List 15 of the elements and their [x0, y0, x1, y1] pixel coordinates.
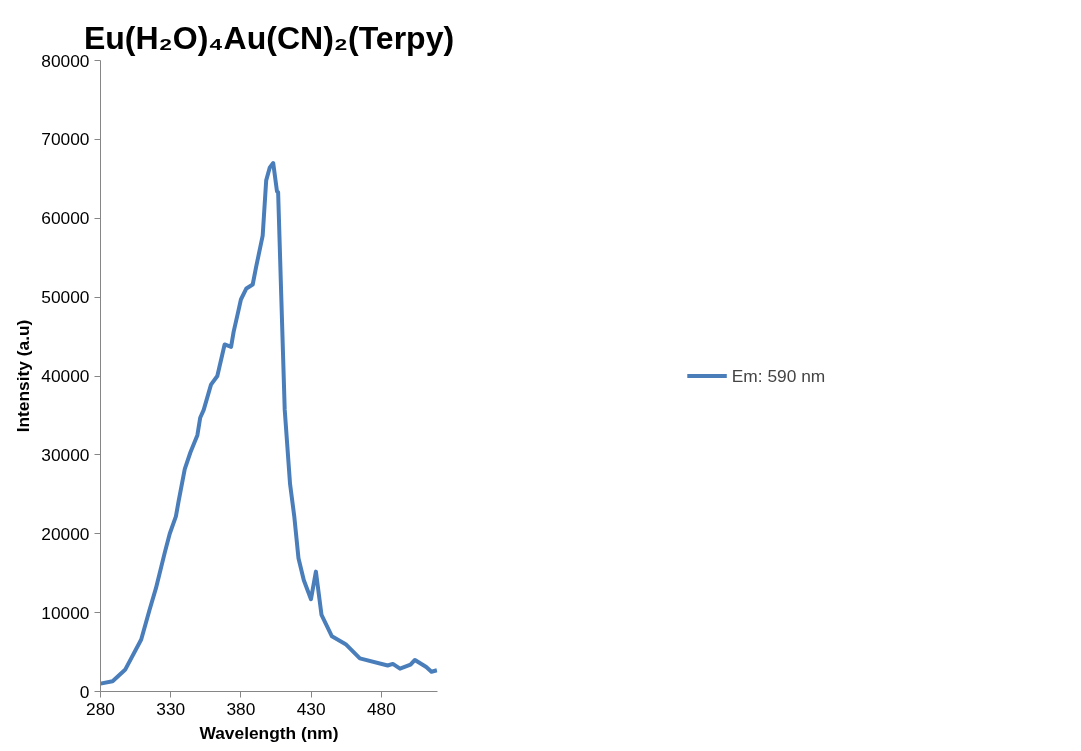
x-axis-title: Wavelength (nm)	[199, 722, 339, 743]
x-tick-label: 330	[156, 698, 186, 719]
y-tick-label: 50000	[41, 287, 90, 308]
y-tick-label: 40000	[41, 366, 90, 386]
y-tick-label: 10000	[41, 602, 90, 623]
x-tick-label: 430	[296, 698, 326, 719]
y-tick-label: 70000	[41, 129, 90, 150]
line-series	[100, 161, 438, 686]
x-tick-label: 480	[366, 698, 396, 719]
y-axis-title: Intensity (a.u)	[13, 319, 34, 433]
y-tick-label: 20000	[41, 523, 90, 544]
x-tick-label: 380	[226, 698, 256, 719]
y-tick-label: 60000	[41, 208, 90, 229]
y-tick-label: 30000	[41, 444, 90, 465]
legend-label: Em: 590 nm	[731, 365, 826, 386]
